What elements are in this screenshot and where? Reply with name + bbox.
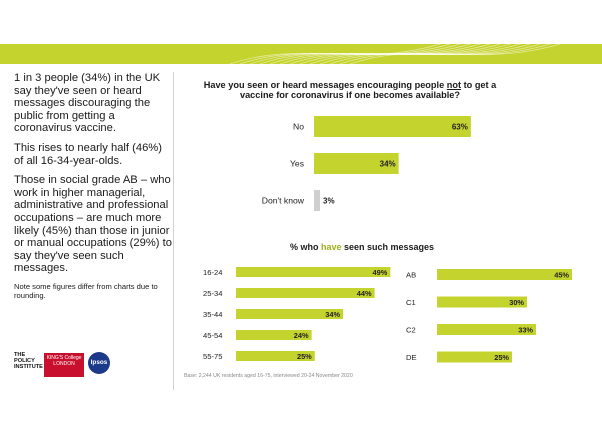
bar-age-1 <box>236 267 391 277</box>
category-label-main-3: Don't know <box>262 196 305 206</box>
category-label-age-5: 55-75 <box>203 352 222 361</box>
value-label-main-1: 63% <box>452 123 468 132</box>
ipsos-logo: Ipsos <box>88 352 110 374</box>
logo-strip: THE POLICY INSTITUTE KING'S College LOND… <box>14 352 174 382</box>
category-label-age-4: 45-54 <box>203 331 222 340</box>
bar-main-2 <box>314 153 399 174</box>
category-label-age-1: 16-24 <box>203 268 222 277</box>
question-title: Have you seen or heard messages encourag… <box>200 80 500 101</box>
value-label-grade-3: 33% <box>518 326 533 335</box>
value-label-age-2: 44% <box>357 289 372 298</box>
bar-grade-2 <box>437 296 527 308</box>
value-label-grade-1: 45% <box>554 271 569 280</box>
summary-panel: 1 in 3 people (34%) in the UK say they'v… <box>14 72 174 300</box>
breakdown-title-end: seen such messages <box>341 242 435 252</box>
bar-age-3 <box>236 309 344 319</box>
breakdown-title-start: % who <box>289 242 321 252</box>
category-label-age-3: 35-44 <box>203 310 222 319</box>
value-label-grade-2: 30% <box>509 298 524 307</box>
category-label-age-2: 25-34 <box>203 289 222 298</box>
value-label-main-3: 3% <box>323 197 335 206</box>
value-label-age-1: 49% <box>373 268 388 277</box>
category-label-grade-1: AB <box>406 271 416 280</box>
value-label-main-2: 34% <box>380 160 396 169</box>
bar-grade-4 <box>437 351 512 363</box>
summary-paragraph-3: Those in social grade AB – who work in h… <box>14 174 172 275</box>
question-text-end: to get a vaccine for coronavirus if one … <box>239 80 497 101</box>
summary-paragraph-2: This rises to nearly half (46%) of all 1… <box>14 141 162 167</box>
kings-college-logo: KING'S College LONDON <box>44 353 84 377</box>
question-emphasis: not <box>446 80 462 90</box>
banner-wave-decoration <box>229 44 561 64</box>
category-label-main-1: No <box>293 122 304 132</box>
bar-grade-3 <box>437 324 536 335</box>
bar-age-2 <box>236 288 375 298</box>
value-label-age-3: 34% <box>325 310 340 319</box>
bar-grade-1 <box>437 269 572 280</box>
category-label-grade-3: C2 <box>406 326 416 335</box>
source-note: Base: 2,244 UK residents aged 16-75, int… <box>184 373 353 379</box>
bar-main-1 <box>314 116 471 137</box>
category-label-main-2: Yes <box>290 159 304 169</box>
policy-institute-logo: THE POLICY INSTITUTE <box>14 352 43 371</box>
breakdown-title-highlight: have <box>320 242 342 252</box>
bar-age-4 <box>236 330 312 340</box>
category-label-grade-4: DE <box>406 353 417 362</box>
bar-age-5 <box>236 351 315 361</box>
category-label-grade-2: C1 <box>406 298 416 307</box>
panel-divider <box>173 72 174 390</box>
breakdown-title: % who have seen such messages <box>262 242 462 252</box>
value-label-age-4: 24% <box>294 331 309 340</box>
top-banner <box>0 44 602 64</box>
summary-paragraph-1: 1 in 3 people (34%) in the UK say they'v… <box>14 72 161 135</box>
question-text-start: Have you seen or heard messages encourag… <box>203 80 447 90</box>
bar-main-3 <box>314 190 320 211</box>
value-label-age-5: 25% <box>297 352 312 361</box>
rounding-note: Note some figures differ from charts due… <box>14 281 158 300</box>
value-label-grade-4: 25% <box>494 353 509 362</box>
